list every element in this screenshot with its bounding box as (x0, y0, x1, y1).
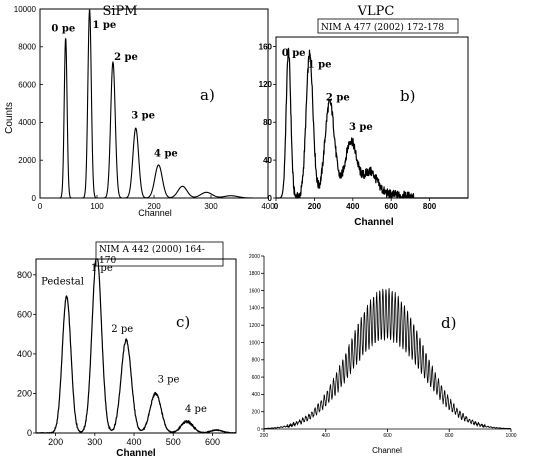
panel-d-ytick-label: 1800 (249, 271, 260, 277)
panel-a-xlabel: Channel (138, 208, 172, 218)
panel-d-xlabel: Channel (372, 446, 402, 455)
panel-b-ytick-label: 80 (263, 118, 272, 127)
panel-a-ylabel: Counts (4, 102, 15, 134)
panel-b-xlabel: Channel (354, 217, 394, 228)
panel-d-ytick-label: 0 (257, 427, 260, 433)
panel-a-ytick-label: 4000 (18, 118, 36, 127)
panel-a-xtick-label: 400 (261, 202, 275, 211)
panel-b-frame (275, 36, 469, 199)
panel-d-ytick-label: 600 (252, 375, 261, 381)
panel-b-reference: NIM A 477 (2002) 172-178 (321, 22, 444, 33)
panel-d-ytick-label: 1200 (249, 323, 260, 329)
panel-c-ytick-label: 600 (17, 310, 32, 320)
panel-c-reference-line-2: 170 (99, 256, 116, 266)
panel-d-ytick-label: 1000 (249, 340, 260, 346)
panel-b-xtick-label: 600 (385, 202, 399, 211)
panel-a-series-line (39, 9, 269, 199)
panel-c-xlabel: Channel (116, 448, 156, 459)
panel-c-plot: 200 300 400 500 600 0 200 400 600 800 Pedestal 1 pe… (17, 258, 237, 447)
panel-d-plot: 200 400 600 800 1000020040060080010001200140… (249, 254, 517, 439)
panel-c-reference: NIM A 442 (2000) 164- 170 (99, 244, 208, 266)
panel-a-peak-label: 3 pe (131, 111, 155, 122)
panel-c-xtick-label: 600 (205, 437, 220, 447)
panel-a-xtick-label: 300 (204, 202, 218, 211)
panel-d-ytick-label: 400 (252, 392, 261, 398)
panel-b-reference-box (317, 18, 459, 34)
panel-d-xtick-label: 1000 (505, 433, 516, 439)
panel-b-ytick-label: 120 (259, 80, 273, 89)
panel-c-frame (35, 258, 237, 434)
panel-a-title: SiPM (102, 4, 137, 19)
panel-c-label: c) (176, 313, 190, 331)
panel-c-ytick-label: 200 (17, 389, 32, 399)
panel-d-label: d) (441, 314, 456, 332)
panel-c-xtick-label: 500 (166, 437, 181, 447)
panel-c-reference-box (95, 241, 224, 267)
panel-b-xtick-label: 800 (423, 202, 437, 211)
panel-c-ytick-label: 800 (17, 270, 32, 280)
panel-b-series-line (275, 47, 469, 199)
panel-a-peak-label: 1 pe (92, 20, 116, 31)
panel-b-peak-label: 0 pe (282, 48, 306, 59)
panel-a-ytick-label: 8000 (18, 43, 36, 52)
panel-b-peak-label: 2 pe (326, 92, 350, 103)
panel-a-xtick-label: 100 (90, 202, 104, 211)
panel-d-ytick-label: 1400 (249, 306, 260, 312)
panel-c-ytick-label: 400 (17, 349, 32, 359)
panel-c-ytick-label: 0 (27, 428, 32, 438)
panel-c: NIM A 442 (2000) 164- 170 Channel c) 200… (17, 241, 237, 459)
panel-d-ytick-label: 200 (252, 409, 261, 415)
panel-a-ytick-label: 10000 (14, 5, 37, 14)
panel-b-xtick-label: 400 (346, 202, 360, 211)
panel-a-ytick-label: 6000 (18, 80, 36, 89)
panel-a-xtick-label: 0 (38, 202, 43, 211)
panel-d-xtick-label: 200 (260, 433, 269, 439)
panel-c-series-line (35, 258, 237, 434)
panel-b-peak-label: 1 pe (308, 59, 332, 70)
panel-c-xtick-label: 400 (127, 437, 142, 447)
panel-b-ytick-label: 40 (263, 156, 272, 165)
panel-a-peak-label: 4 pe (154, 148, 178, 159)
panel-a-peak-label: 0 pe (51, 24, 75, 35)
panel-b-title: VLPC (357, 4, 395, 19)
panel-a-label: a) (200, 86, 215, 104)
panel-b-vlpc: VLPC NIM A 477 (2002) 172-178 Channel b)… (259, 4, 469, 228)
panel-b-label: b) (400, 87, 415, 105)
panel-b-ytick-label: 160 (259, 42, 273, 51)
panel-d-xtick-label: 800 (445, 433, 454, 439)
panel-a-sipm: SiPM Counts Channel a) 0 100 200 300 4000200… (4, 4, 275, 218)
panel-b-peak-label: 3 pe (349, 122, 373, 133)
panel-c-peak-label: Pedestal (41, 277, 84, 288)
panel-b-ytick-label: 0 (268, 194, 273, 203)
panel-b-xtick-label: 200 (308, 202, 322, 211)
panel-a-xtick-label: 200 (147, 202, 161, 211)
panel-c-xtick-label: 200 (48, 437, 63, 447)
panel-c-peak-label: 2 pe (111, 324, 133, 335)
panel-b-xtick-label: 0 (274, 202, 279, 211)
panel-d: Channel d) 200 400 600 800 10000200400600800… (249, 254, 517, 455)
panel-d-ytick-label: 2000 (249, 254, 260, 260)
panel-d-xtick-label: 400 (322, 433, 331, 439)
panel-b-plot: 0 200 400 600 800 0 40 80 120 160 0 pe1 pe 2 pe 3 pe (259, 36, 469, 211)
panel-c-peak-label: 3 pe (158, 375, 180, 386)
panel-a-ytick-label: 0 (32, 194, 37, 203)
panel-c-xtick-label: 300 (87, 437, 102, 447)
panel-c-reference-line-1: NIM A 442 (2000) 164- (99, 244, 205, 255)
panel-c-peak-label: 1 pe (91, 263, 113, 274)
panel-d-series-line (263, 287, 512, 430)
panel-a-ytick-label: 2000 (18, 156, 36, 165)
panel-d-ytick-label: 800 (252, 358, 261, 364)
panel-d-xtick-label: 600 (383, 433, 392, 439)
panel-c-peak-label: 4 pe (185, 404, 207, 415)
panel-d-ytick-label: 1600 (249, 288, 260, 294)
panel-a-peak-label: 2 pe (114, 52, 138, 63)
